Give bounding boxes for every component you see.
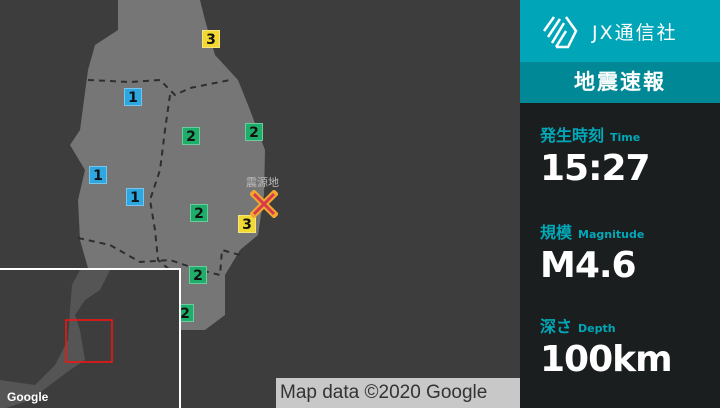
time-section: 発生時刻 Time 15:27 xyxy=(540,122,651,189)
info-panel: JX通信社 地震速報 発生時刻 Time 15:27 規模 Magnitude M4… xyxy=(520,0,720,408)
panel-title: 地震速報 xyxy=(520,62,720,103)
intensity-marker[interactable]: 2 xyxy=(190,204,208,222)
intensity-marker[interactable]: 3 xyxy=(202,30,220,48)
earthquake-map[interactable]: 3 1 2 2 1 1 2 3 2 2 震源地 Google Map data … xyxy=(0,0,520,408)
view-area-box xyxy=(65,319,113,363)
magnitude-value: M4.6 xyxy=(540,245,637,286)
magnitude-label: 規模 xyxy=(540,223,573,242)
intensity-marker[interactable]: 2 xyxy=(189,266,207,284)
depth-section: 深さ Depth 100km xyxy=(540,313,673,380)
depth-value: 100km xyxy=(540,339,673,380)
brand-header: JX通信社 xyxy=(520,0,720,62)
google-logo: Google xyxy=(7,390,49,404)
depth-label: 深さ xyxy=(540,317,573,336)
intensity-marker[interactable]: 2 xyxy=(182,127,200,145)
overview-inset-map[interactable] xyxy=(0,268,181,408)
magnitude-section: 規模 Magnitude M4.6 xyxy=(540,219,644,286)
intensity-marker[interactable]: 2 xyxy=(245,123,263,141)
epicenter-label: 震源地 xyxy=(246,176,279,189)
brand-name: JX通信社 xyxy=(592,21,678,44)
intensity-marker[interactable]: 1 xyxy=(124,88,142,106)
jx-logo-icon xyxy=(542,16,578,49)
intensity-marker[interactable]: 1 xyxy=(89,166,107,184)
region-land xyxy=(70,0,265,330)
time-value: 15:27 xyxy=(540,148,651,189)
map-attribution[interactable]: Map data ©2020 Google xyxy=(276,378,520,408)
overview-land xyxy=(0,270,113,408)
epicenter-x-icon[interactable] xyxy=(250,190,278,218)
time-sublabel: Time xyxy=(610,131,641,144)
magnitude-sublabel: Magnitude xyxy=(578,228,645,241)
intensity-marker[interactable]: 3 xyxy=(238,215,256,233)
intensity-marker[interactable]: 1 xyxy=(126,188,144,206)
time-label: 発生時刻 xyxy=(540,126,605,145)
depth-sublabel: Depth xyxy=(578,322,616,335)
